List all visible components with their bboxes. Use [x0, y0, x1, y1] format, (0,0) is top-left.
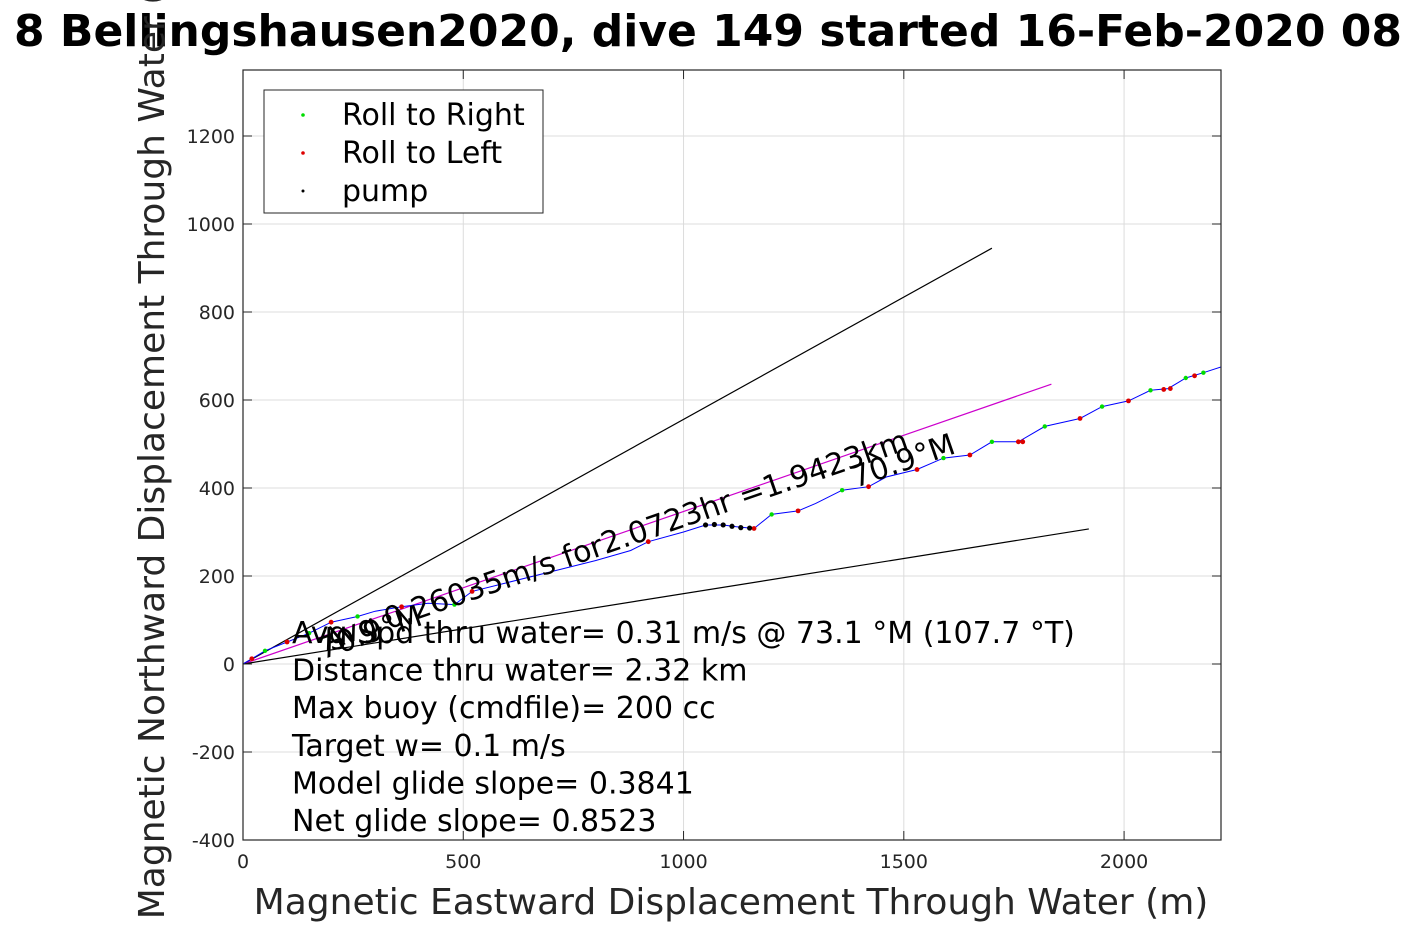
roll-left-point	[399, 604, 404, 610]
roll-right-point	[989, 439, 995, 444]
pump-point	[747, 525, 753, 531]
roll-right-point	[355, 614, 360, 619]
roll-right-point	[1183, 375, 1188, 381]
roll-right-point	[1201, 370, 1206, 375]
y-tick-label: 1000	[187, 214, 235, 236]
roll-left-point	[469, 589, 475, 594]
roll-right-point	[262, 648, 268, 653]
info-line: Distance thru water= 2.32 km	[292, 654, 747, 689]
roll-left-point	[1015, 439, 1021, 445]
pump-point	[720, 522, 726, 528]
legend-box	[263, 89, 544, 214]
roll-left-point	[1077, 416, 1083, 421]
info-line: Model glide slope= 0.3841	[292, 766, 694, 801]
x-tick-label: 500	[445, 851, 481, 873]
y-tick-label: 800	[199, 302, 235, 324]
roll-left-point	[866, 484, 871, 490]
y-axis-label: Magnetic Northward Displacement Through …	[132, 0, 173, 919]
info-text-block: Avg Spd thru water= 0.31 m/s @ 73.1 °M (…	[291, 616, 1075, 839]
roll-left-point	[284, 639, 290, 645]
roll-left-point	[328, 619, 334, 625]
legend-label-roll-right: Roll to Right	[342, 98, 525, 133]
grid-lines	[242, 70, 1221, 841]
roll-right-point	[1099, 404, 1105, 409]
roll-right-point	[306, 631, 312, 636]
roll-left-point	[967, 452, 973, 458]
roll-right-point	[452, 602, 457, 607]
axes-box	[242, 69, 1222, 841]
x-axis-label: Magnetic Eastward Displacement Through W…	[254, 882, 1209, 923]
roll-left-point	[1167, 386, 1173, 391]
legend-marker-pump	[301, 189, 305, 193]
tick-marks	[242, 70, 1221, 841]
roll-right-point	[1042, 424, 1047, 429]
reference-line	[243, 528, 1089, 665]
roll-left-point	[914, 467, 920, 472]
pump-point	[729, 523, 735, 529]
y-tick-label: 600	[199, 390, 235, 412]
tick-labels: 0 500 1000 1500 2000 -400 -200 0 200 400 600 800 100…	[187, 126, 1149, 873]
reference-line	[243, 383, 1052, 665]
roll-left-point	[1126, 398, 1131, 404]
roll-right-point	[1148, 388, 1153, 393]
info-line: Max buoy (cmdfile)= 200 cc	[292, 691, 716, 726]
roll-right-point	[839, 488, 845, 493]
roll-right-point	[941, 455, 946, 461]
roll-left-point	[1192, 373, 1197, 379]
roll-left-point	[795, 508, 801, 514]
legend-marker-roll-right	[301, 113, 305, 117]
y-tick-label: -200	[192, 742, 235, 764]
info-line: Net glide slope= 0.8523	[292, 804, 656, 839]
x-tick-label: 1500	[880, 851, 928, 873]
y-tick-label: 0	[223, 654, 235, 676]
pump-point	[738, 525, 744, 531]
x-tick-label: 0	[237, 851, 249, 873]
legend-label-roll-left: Roll to Left	[342, 136, 502, 171]
roll-right-point	[769, 512, 774, 517]
legend-label-pump: pump	[342, 174, 428, 209]
roll-left-point	[1161, 387, 1167, 392]
y-tick-label: 200	[199, 566, 235, 588]
marker-layer	[249, 370, 1206, 662]
y-tick-label: 400	[199, 478, 235, 500]
roll-left-point	[1020, 439, 1026, 445]
x-tick-label: 2000	[1100, 851, 1148, 873]
y-tick-label: 1200	[187, 126, 235, 148]
pump-point	[711, 521, 717, 528]
chart-title: 8 Bellingshausen2020, dive 149 started 1…	[14, 6, 1402, 57]
y-tick-label: -400	[192, 830, 235, 852]
reference-lines	[243, 247, 1089, 665]
legend-marker-roll-left	[301, 151, 305, 155]
roll-left-point	[645, 539, 651, 545]
legend: Roll to Right Roll to Left pump	[263, 89, 544, 214]
reference-line	[243, 247, 993, 665]
info-line: Avg Spd thru water= 0.31 m/s @ 73.1 °M (…	[292, 616, 1075, 651]
x-tick-label: 1000	[659, 851, 707, 873]
pump-point	[702, 522, 709, 528]
roll-left-point	[751, 526, 757, 531]
roll-left-point	[249, 656, 255, 662]
info-line: Target w= 0.1 m/s	[291, 729, 566, 764]
